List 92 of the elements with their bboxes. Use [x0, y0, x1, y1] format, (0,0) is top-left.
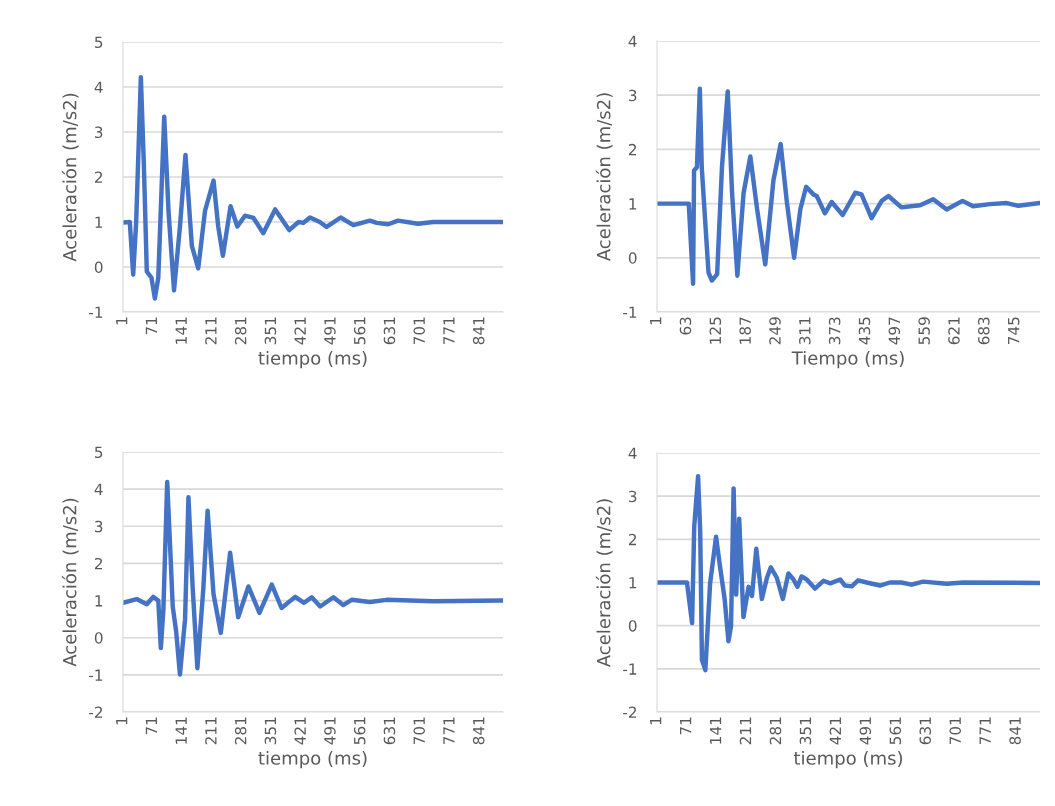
x-tick-label: 841 [472, 717, 485, 745]
y-tick-label: 3 [95, 126, 103, 139]
y-axis-title: Aceleración (m/s2) [595, 93, 613, 262]
x-tick-label: 631 [383, 717, 396, 745]
x-tick-label: 281 [234, 317, 247, 345]
x-tick-label: 771 [443, 317, 455, 345]
line-series [657, 474, 1040, 673]
x-tick-label: 421 [294, 717, 306, 745]
x-tick-label: 561 [353, 717, 366, 745]
x-axis-title: Tiempo (ms) [791, 350, 904, 369]
x-tick-label: 771 [979, 717, 991, 745]
y-tick-label: 0 [628, 252, 637, 264]
x-tick-label: 281 [234, 717, 247, 745]
x-tick-label: 211 [205, 317, 217, 345]
y-tick-label: -1 [89, 306, 103, 318]
y-axis-title: Aceleración (m/s2) [61, 93, 79, 262]
y-tick-label: 2 [94, 171, 103, 183]
y-tick-label: 2 [94, 557, 103, 570]
x-tick-label: 63 [679, 317, 692, 335]
x-tick-label: 141 [709, 717, 722, 744]
x-tick-label: 311 [799, 317, 811, 345]
x-tick-label: 1 [650, 717, 662, 725]
x-tick-label: 141 [175, 717, 187, 744]
x-tick-label: 211 [739, 717, 752, 745]
y-tick-label: 2 [628, 143, 637, 156]
y-axis-title: Aceleración (m/s2) [595, 499, 613, 668]
x-tick-label: 71 [145, 317, 157, 335]
y-tick-label: 3 [95, 520, 103, 533]
x-tick-label: 421 [294, 317, 306, 345]
x-tick-label: 211 [205, 717, 217, 745]
x-tick-label: 1 [650, 317, 662, 325]
y-tick-label: 5 [95, 36, 103, 49]
y-tick-label: -2 [623, 706, 637, 718]
y-tick-label: 0 [94, 261, 103, 274]
y-tick-label: 4 [94, 81, 103, 93]
y-tick-label: 1 [629, 577, 637, 589]
x-tick-label: 351 [264, 717, 277, 745]
x-tick-label: 491 [859, 717, 872, 745]
x-tick-label: 841 [472, 317, 485, 345]
x-tick-label: 631 [919, 717, 932, 745]
line-series [123, 479, 503, 677]
y-tick-label: 4 [628, 447, 637, 459]
x-tick-label: 71 [145, 717, 157, 735]
y-tick-label: -1 [623, 663, 637, 675]
x-tick-label: 621 [948, 317, 960, 345]
y-tick-label: 1 [629, 198, 637, 210]
x-tick-label: 561 [353, 317, 366, 345]
x-tick-label: 771 [443, 717, 455, 745]
y-tick-label: -1 [89, 669, 103, 681]
x-axis-title: tiempo (ms) [258, 350, 367, 369]
x-tick-label: 491 [324, 717, 336, 745]
x-tick-label: 249 [769, 317, 781, 345]
x-tick-label: 841 [1009, 717, 1021, 745]
y-tick-label: 1 [95, 595, 103, 607]
x-tick-label: 373 [828, 317, 841, 345]
x-tick-label: 701 [413, 717, 425, 745]
y-tick-label: 2 [628, 533, 637, 546]
x-tick-label: 351 [799, 717, 812, 745]
x-tick-label: 631 [383, 317, 396, 345]
x-tick-label: 351 [264, 317, 277, 345]
y-tick-label: 0 [94, 632, 103, 644]
x-tick-label: 497 [888, 317, 901, 345]
y-tick-label: 3 [629, 89, 637, 102]
y-axis-title: Aceleración (m/s2) [61, 498, 79, 667]
y-tick-label: 4 [94, 483, 103, 495]
x-tick-label: 701 [413, 317, 425, 345]
y-tick-label: 5 [95, 446, 103, 459]
y-tick-label: 4 [628, 35, 637, 47]
x-tick-label: 559 [918, 317, 930, 345]
x-tick-label: 421 [829, 717, 841, 745]
y-tick-label: 3 [629, 490, 637, 503]
y-tick-label: 1 [95, 216, 103, 228]
x-tick-label: 71 [680, 717, 692, 735]
x-tick-label: 187 [739, 317, 751, 344]
y-tick-label: -2 [89, 706, 103, 718]
line-series [657, 86, 1040, 287]
x-tick-label: 491 [324, 317, 336, 345]
x-tick-label: 745 [1008, 317, 1020, 345]
x-axis-title: tiempo (ms) [793, 750, 903, 769]
y-tick-label: -1 [623, 306, 637, 318]
x-tick-label: 1 [116, 317, 128, 325]
x-tick-label: 683 [978, 317, 990, 345]
x-tick-label: 281 [769, 717, 782, 745]
x-tick-label: 141 [175, 317, 187, 344]
x-axis-title: tiempo (ms) [258, 750, 367, 769]
x-tick-label: 701 [949, 717, 961, 745]
y-tick-label: 0 [628, 620, 637, 632]
x-tick-label: 561 [889, 717, 902, 745]
x-tick-label: 1 [116, 717, 128, 725]
x-tick-label: 435 [858, 317, 871, 345]
line-series [123, 74, 503, 301]
x-tick-label: 125 [709, 317, 722, 344]
